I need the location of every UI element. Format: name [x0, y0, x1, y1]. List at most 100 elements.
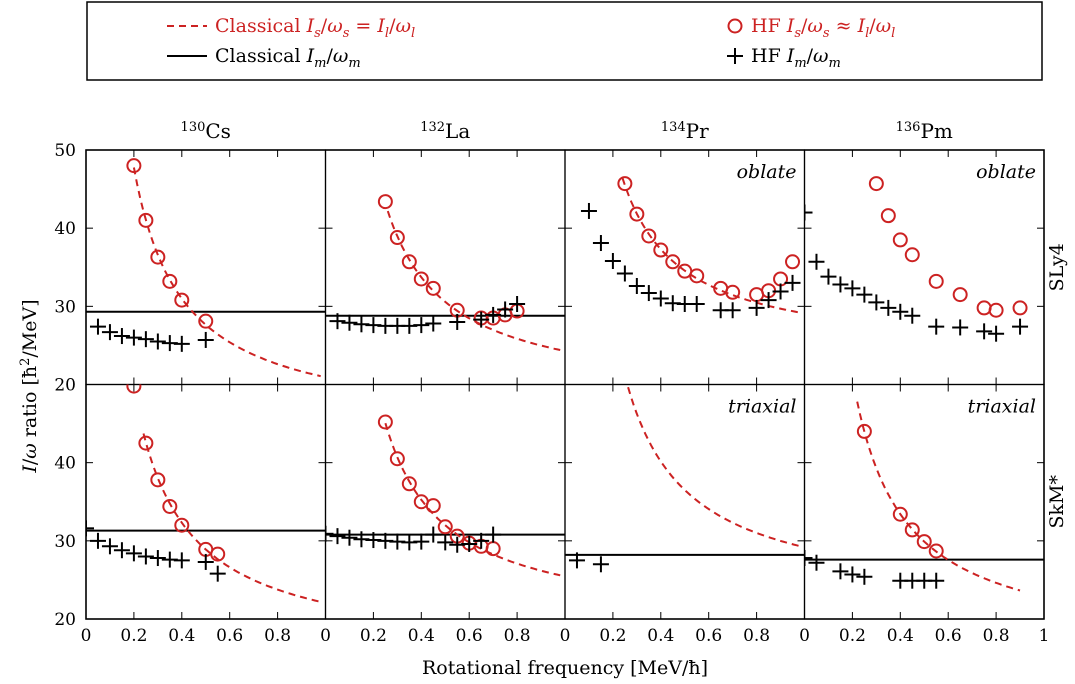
hf-sl-point — [856, 423, 872, 439]
y-tick-label: 40 — [54, 454, 76, 474]
hf-sl-point — [629, 206, 645, 222]
hf-sl-point — [665, 254, 681, 270]
hf-m-point — [628, 278, 645, 295]
hf-m-point — [772, 283, 789, 300]
hf-m-point — [173, 552, 190, 569]
hf-sl-point — [162, 273, 178, 289]
y-tick-label: 40 — [54, 219, 76, 239]
x-tick-label: 0.4 — [168, 626, 195, 646]
x-tick-label: 0.8 — [264, 626, 291, 646]
hf-m-point — [89, 532, 106, 549]
hf-m-point — [592, 235, 609, 252]
hf-m-point — [904, 307, 921, 324]
panel-series — [804, 176, 1029, 342]
column-title-pm: 136Pm — [896, 119, 953, 143]
hf-m-point — [928, 318, 945, 335]
x-tick-label: 0.8 — [983, 626, 1010, 646]
row-label: SLy4 — [1046, 243, 1068, 291]
x-tick-label: 1 — [1039, 626, 1050, 646]
panel-skmstar-132la — [324, 383, 566, 620]
hf-m-point — [101, 538, 118, 555]
hf-m-point — [125, 545, 142, 562]
hf-sl-point — [150, 249, 166, 265]
hf-m-point — [209, 565, 226, 582]
hf-sl-point — [952, 287, 968, 303]
hf-sl-point — [904, 247, 920, 263]
panel-annotation: triaxial — [968, 396, 1036, 418]
y-tick-label: 30 — [54, 532, 76, 552]
hf-m-point — [485, 306, 502, 323]
hf-m-point — [928, 572, 945, 589]
hf-m-point — [988, 325, 1005, 342]
x-tick-label: 0.8 — [504, 626, 531, 646]
hf-m-point — [173, 335, 190, 352]
hf-sl-point — [928, 543, 944, 559]
hf-m-point — [197, 553, 214, 570]
column-title-la: 132La — [420, 119, 470, 143]
panel-border — [803, 383, 1045, 620]
hf-m-point — [1012, 318, 1029, 335]
hf-sl-point — [138, 435, 154, 451]
hf-sl-point — [617, 176, 633, 192]
panel-series — [804, 401, 1044, 592]
panel-border — [803, 149, 1045, 386]
panel-border — [324, 149, 566, 386]
hf-sl-point — [892, 506, 908, 522]
hf-m-point — [509, 295, 526, 312]
hf-m-point — [341, 314, 358, 331]
panel-annotation: oblate — [976, 161, 1036, 183]
hf-sl-point — [174, 292, 190, 308]
hf-sl-point — [425, 280, 441, 296]
y-tick-label: 50 — [54, 141, 76, 161]
x-tick-label: 0 — [560, 626, 571, 646]
legend-swatch-hf-sl — [727, 18, 743, 34]
panel-series — [86, 158, 326, 378]
x-tick-label: 0.2 — [839, 626, 866, 646]
legend: Classical Is/ωs = Il/ωl Classical Im/ωm … — [86, 1, 1043, 81]
hf-m-point — [976, 323, 993, 340]
hf-m-point — [868, 294, 885, 311]
hf-m-point — [137, 331, 154, 348]
hf-sl-point — [126, 384, 142, 394]
hf-m-point — [329, 528, 346, 545]
hf-m-point — [425, 315, 442, 332]
classical-sl-curve — [856, 401, 1021, 592]
hf-m-point — [329, 313, 346, 330]
hf-m-point — [101, 324, 118, 341]
legend-label-classical-m: Classical Im/ωm — [215, 45, 361, 71]
hf-m-point — [748, 299, 765, 316]
y-axis-label: I/ω ratio [ħ2/MeV] — [18, 299, 41, 473]
column-title-pr: 134Pr — [661, 119, 709, 143]
panel-border — [85, 149, 327, 386]
hf-m-point — [86, 520, 94, 537]
hf-sl-point — [389, 230, 405, 246]
hf-sl-point — [126, 158, 142, 174]
x-tick-label: 0.2 — [120, 626, 147, 646]
x-tick-label: 0.4 — [408, 626, 435, 646]
panel-border — [85, 383, 327, 620]
hf-sl-point — [785, 254, 801, 270]
panel-border — [564, 383, 806, 620]
hf-sl-point — [162, 498, 178, 514]
panel-skmstar-134pr: triaxial — [564, 383, 806, 620]
hf-sl-point — [210, 546, 226, 562]
legend-label-classical-sl: Classical Is/ωs = Il/ωl — [215, 15, 415, 41]
hf-sl-point — [377, 194, 393, 210]
hf-sl-point — [904, 522, 920, 538]
x-tick-label: 0 — [320, 626, 331, 646]
hf-m-point — [437, 534, 454, 551]
hf-sl-point — [138, 212, 154, 228]
classical-sl-curve — [386, 210, 561, 351]
classical-sl-curve — [621, 177, 800, 314]
hf-sl-point — [377, 414, 393, 430]
hf-sl-point — [916, 534, 932, 550]
x-tick-label: 0 — [799, 626, 810, 646]
hf-m-point — [568, 552, 585, 569]
hf-sl-point — [401, 476, 417, 492]
hf-m-point — [113, 542, 130, 559]
panel-series — [325, 194, 565, 351]
hf-m-point — [461, 535, 478, 552]
hf-m-point — [125, 329, 142, 346]
hf-m-point — [804, 204, 813, 221]
